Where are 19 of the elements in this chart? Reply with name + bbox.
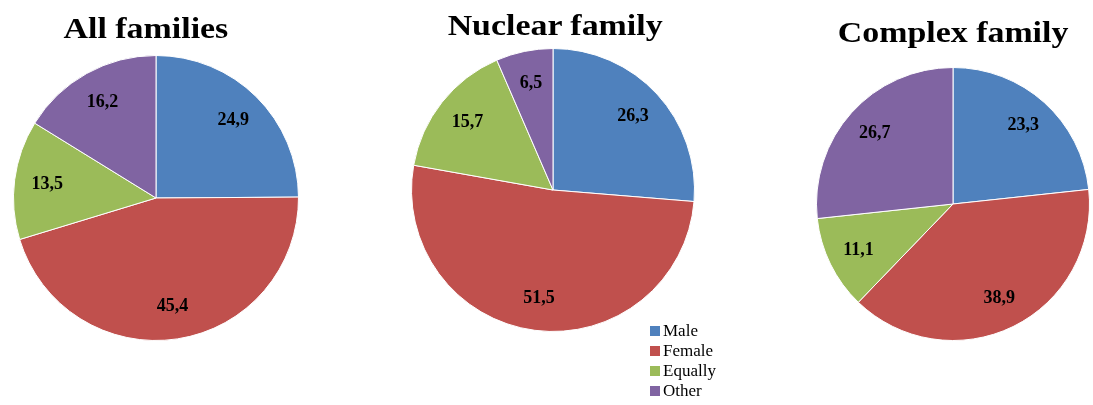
data-label: 6,5 (519, 71, 543, 92)
chart-title: Complex family (837, 15, 1069, 49)
data-label: 15,7 (451, 111, 484, 132)
data-label: 23,3 (1007, 114, 1039, 135)
chart-title: All families (63, 11, 229, 45)
data-label: 45,4 (156, 295, 189, 316)
data-label: 26,7 (859, 122, 891, 143)
legend-label: Female (663, 341, 714, 361)
data-label: 26,3 (617, 104, 649, 125)
chart-title: Nuclear family (447, 8, 663, 42)
data-label: 13,5 (31, 172, 63, 193)
legend-label: Equally (663, 361, 716, 381)
data-label: 11,1 (843, 238, 874, 259)
legend-label: Other (663, 381, 702, 401)
data-label: 24,9 (217, 108, 250, 129)
data-label: 16,2 (86, 90, 119, 111)
legend-label: Male (663, 321, 698, 341)
data-label: 51,5 (523, 286, 555, 307)
data-label: 38,9 (983, 287, 1015, 308)
